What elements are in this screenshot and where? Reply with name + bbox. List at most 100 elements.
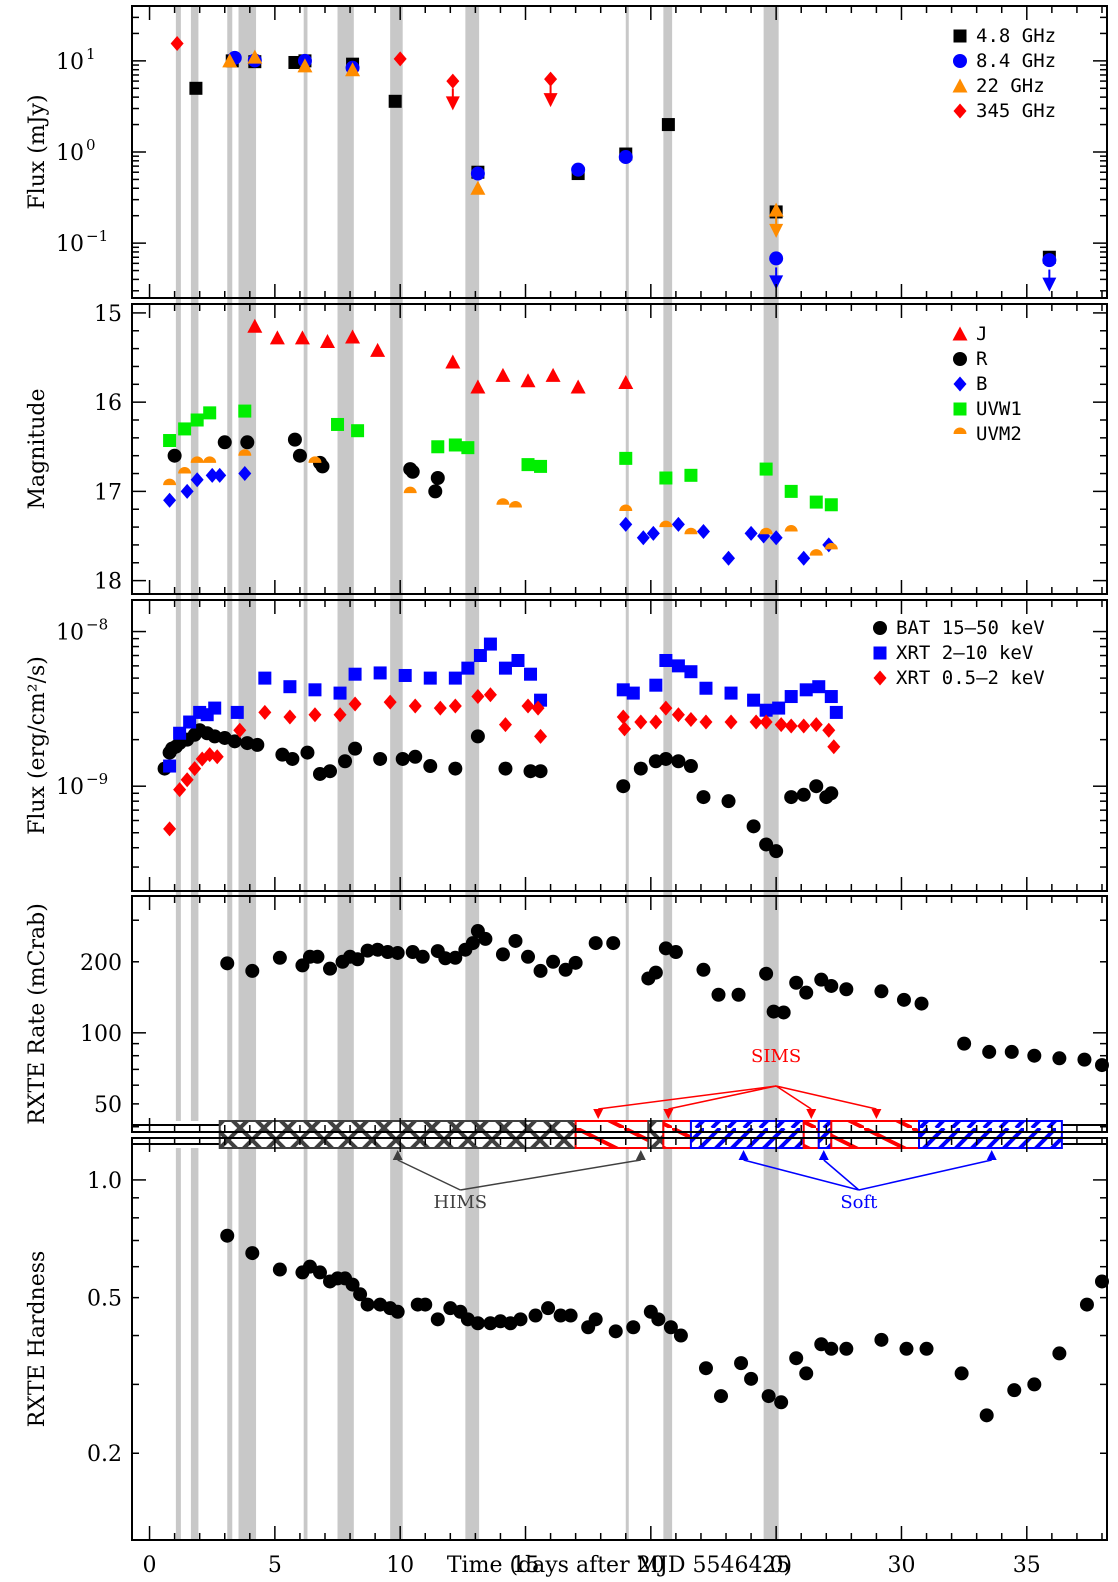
legend-label: B (976, 373, 987, 395)
data-point (651, 1312, 666, 1327)
data-point (784, 718, 798, 734)
data-point (360, 943, 375, 958)
data-point (896, 992, 911, 1007)
data-point (696, 962, 711, 977)
state-segment-sims (574, 1120, 650, 1149)
data-point (448, 438, 462, 452)
data-point (822, 722, 836, 738)
data-point (684, 527, 698, 535)
data-point (649, 714, 663, 730)
series (247, 318, 634, 394)
y-tick-label: 1.0 (87, 1169, 122, 1194)
data-point (759, 837, 774, 852)
data-point (784, 690, 798, 704)
data-point (403, 486, 417, 494)
data-point (649, 678, 663, 692)
data-point (618, 721, 632, 737)
shaded-bands (175, 6, 779, 1540)
data-point (190, 472, 204, 488)
x-tick-label: 25 (762, 1553, 790, 1578)
data-point (380, 945, 395, 960)
data-point (205, 467, 219, 483)
data-point (190, 413, 204, 427)
data-point (495, 947, 510, 962)
data-point (238, 404, 252, 418)
data-point (768, 202, 784, 217)
upper-limit-point (769, 267, 784, 290)
data-point (498, 661, 512, 675)
y-tick-label: 0.2 (87, 1442, 122, 1467)
data-point (616, 709, 630, 725)
data-point (699, 681, 713, 695)
data-point (448, 761, 463, 776)
data-point (663, 1320, 678, 1335)
series (220, 924, 1109, 1073)
data-point (671, 516, 685, 532)
annotation-line (668, 1085, 777, 1110)
data-point (390, 945, 405, 960)
data-point (180, 772, 194, 788)
data-point (799, 683, 813, 697)
data-point (749, 714, 763, 730)
data-point (534, 728, 548, 744)
data-point (747, 693, 761, 707)
data-point (570, 379, 586, 394)
x-tick-label: 15 (512, 1553, 540, 1578)
data-point (809, 495, 823, 509)
data-point (618, 375, 634, 390)
legend: BAT 15–50 keV XRT 2–10 keV XRT 0.5–2 keV (873, 617, 1045, 689)
legend-label: 8.4 GHz (976, 50, 1056, 72)
shaded-band (763, 6, 779, 1540)
data-point (345, 62, 361, 77)
state-segment-soft (918, 1120, 1063, 1149)
data-point (684, 711, 698, 727)
data-point (405, 464, 420, 479)
data-point (809, 717, 823, 733)
data-point (360, 1297, 375, 1312)
legend-marker (952, 326, 968, 341)
data-point (648, 965, 663, 980)
panel-4 (220, 924, 1109, 1073)
data-point (761, 1389, 776, 1404)
data-point (759, 714, 773, 730)
upper-limit-head (1042, 277, 1057, 292)
data-point (626, 1320, 641, 1335)
data-point (233, 722, 247, 738)
data-point (178, 422, 192, 436)
data-point (448, 950, 463, 965)
state-segment-soft (689, 1120, 805, 1149)
data-point (208, 701, 222, 715)
data-point (789, 1351, 804, 1366)
data-point (283, 680, 297, 694)
legend-marker (953, 352, 967, 366)
data-point (608, 1324, 623, 1339)
data-point (483, 687, 497, 703)
y-tick-exponent: −1 (86, 227, 108, 245)
data-point (269, 330, 285, 345)
annotation-arrowhead (871, 1109, 882, 1119)
y-axis-label: Flux (erg/cm²/s) (25, 656, 50, 835)
data-point (415, 949, 430, 964)
data-point (308, 683, 322, 697)
data-point (383, 694, 397, 710)
upper-limit-point (769, 215, 784, 238)
upper-limit-head (769, 223, 784, 238)
data-point (388, 94, 402, 108)
legend-label: R (976, 348, 988, 370)
annotation-arrowhead (635, 1150, 646, 1160)
data-point (659, 520, 673, 528)
data-point (914, 996, 929, 1011)
data-point (393, 51, 407, 67)
data-point (350, 952, 365, 967)
data-point (222, 53, 238, 68)
data-point (240, 435, 255, 450)
data-point (1079, 1297, 1094, 1312)
y-tick-label: 0.5 (87, 1287, 122, 1312)
data-point (684, 468, 698, 482)
panel-1 (170, 36, 1057, 292)
data-point (473, 649, 487, 663)
hims-annotation (392, 1150, 646, 1191)
legend-label: 345 GHz (976, 100, 1056, 122)
data-point (588, 1312, 603, 1327)
data-point (534, 459, 548, 473)
